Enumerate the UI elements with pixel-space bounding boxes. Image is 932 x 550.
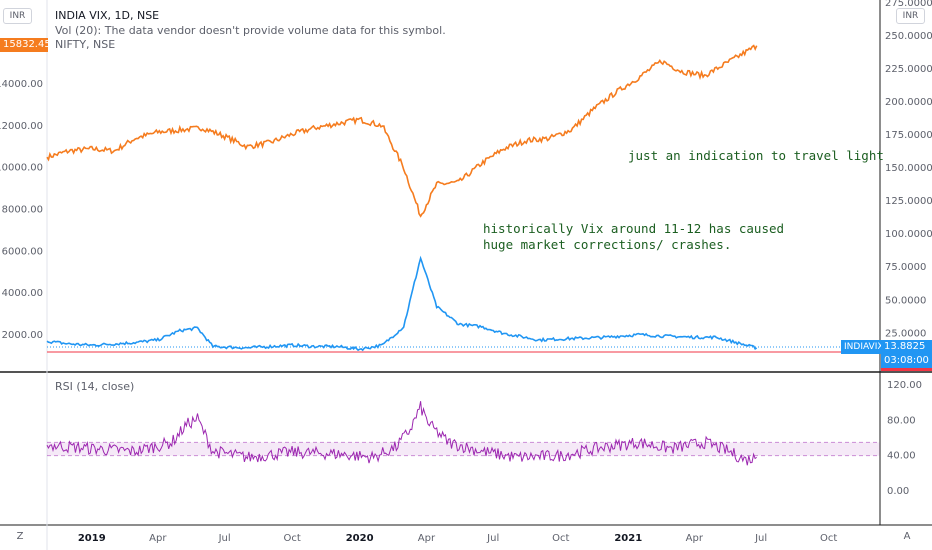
red-line-tag xyxy=(881,368,932,371)
rsi-line[interactable] xyxy=(46,401,757,466)
annotation-travel-light[interactable]: just an indication to travel light xyxy=(628,148,884,163)
left-axis-tick: 14000.00 xyxy=(0,79,43,90)
x-axis-tick: 2021 xyxy=(614,533,642,544)
left-axis-tick: 6000.00 xyxy=(2,246,43,257)
right-axis-tick: 75.0000 xyxy=(885,262,926,273)
x-axis-tick: 2020 xyxy=(346,533,374,544)
annotation-vix-line1[interactable]: historically Vix around 11-12 has caused xyxy=(483,221,785,236)
left-axis-tick: 8000.00 xyxy=(2,205,43,216)
right-axis-tick: 250.0000 xyxy=(885,31,932,42)
right-axis-tick: 100.0000 xyxy=(885,229,932,240)
right-axis-tick: 150.0000 xyxy=(885,163,932,174)
x-axis-tick: Apr xyxy=(686,533,704,544)
right-axis-tick: 225.0000 xyxy=(885,64,932,75)
x-axis-tick: Jul xyxy=(218,533,231,544)
x-axis-tick: Apr xyxy=(149,533,167,544)
x-axis-tick: Oct xyxy=(820,533,837,544)
auto-scale-button[interactable]: A xyxy=(903,531,911,542)
right-axis-tick: 125.0000 xyxy=(885,196,932,207)
x-axis-tick: Oct xyxy=(283,533,300,544)
zoom-button[interactable]: Z xyxy=(16,531,24,542)
vix-price-line[interactable] xyxy=(46,255,758,352)
nifty-legend[interactable]: NIFTY, NSE xyxy=(55,38,116,51)
rsi-axis-tick: 0.00 xyxy=(887,486,909,497)
rsi-band xyxy=(47,442,880,456)
rsi-axis-tick: 80.00 xyxy=(887,415,916,426)
symbol-title[interactable]: INDIA VIX, 1D, NSE xyxy=(55,9,160,22)
vix-countdown-tag: 03:08:00 xyxy=(881,354,932,368)
volume-note: Vol (20): The data vendor doesn't provid… xyxy=(55,24,446,37)
rsi-axis-tick: 40.00 xyxy=(887,451,916,462)
vix-symbol-tag: INDIAVIX xyxy=(841,340,885,354)
x-axis-tick: Jul xyxy=(754,533,767,544)
currency-badge-right[interactable]: INR xyxy=(896,8,925,24)
left-axis-tick: 12000.00 xyxy=(0,121,43,132)
left-axis-tick: 4000.00 xyxy=(2,288,43,299)
rsi-axis-tick: 120.00 xyxy=(887,380,922,391)
vix-value-tag: 13.8825 xyxy=(881,340,932,354)
annotation-vix-line2[interactable]: huge market corrections/ crashes. xyxy=(483,237,732,252)
right-axis-tick: 275.0000 xyxy=(885,0,932,9)
right-axis-tick: 25.0000 xyxy=(885,328,926,339)
right-axis-tick: 50.0000 xyxy=(885,295,926,306)
x-axis-tick: Apr xyxy=(418,533,436,544)
currency-badge-left[interactable]: INR xyxy=(3,8,32,24)
x-axis-tick: Jul xyxy=(486,533,499,544)
x-axis-tick: 2019 xyxy=(78,533,106,544)
right-axis-tick: 200.0000 xyxy=(885,97,932,108)
left-axis-tick: 10000.00 xyxy=(0,163,43,174)
left-axis-tick: 2000.00 xyxy=(2,330,43,341)
nifty-price-line[interactable] xyxy=(46,44,758,218)
rsi-legend[interactable]: RSI (14, close) xyxy=(55,380,135,393)
x-axis-tick: Oct xyxy=(552,533,569,544)
nifty-price-tag: 15832.45 xyxy=(0,38,51,52)
right-axis-tick: 175.0000 xyxy=(885,130,932,141)
